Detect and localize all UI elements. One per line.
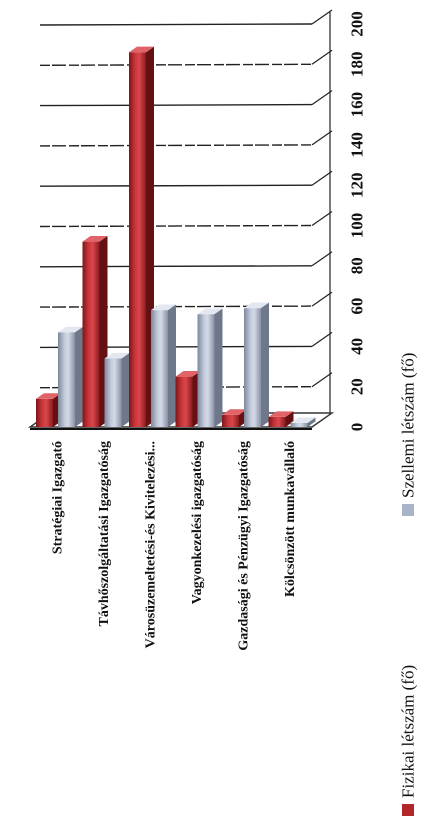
tick-label: 100 <box>348 213 367 239</box>
legend: Fizikai létszám (fő) Szellemi létszám (fő… <box>399 353 418 816</box>
grid-line-depth <box>311 49 333 65</box>
bar-top <box>197 308 223 315</box>
bar <box>58 332 75 427</box>
bar-top <box>104 352 130 359</box>
bar-top <box>290 417 316 423</box>
grid-line-depth <box>311 372 333 388</box>
grid-line <box>39 265 313 268</box>
legend-swatch <box>402 504 414 516</box>
grid-line-depth <box>311 211 333 226</box>
grid-line-depth <box>311 251 333 267</box>
tick-label: 40 <box>348 338 367 355</box>
category-label: Vagyonkezelési igazgatóság <box>190 441 205 604</box>
tick-label: 160 <box>348 92 367 118</box>
bar <box>82 241 100 427</box>
grid-line-depth <box>311 291 333 307</box>
legend-swatch <box>402 804 414 816</box>
tick-label: 60 <box>348 298 367 315</box>
tick-label: 200 <box>348 11 367 37</box>
bar-top <box>129 46 154 53</box>
bar-side <box>75 326 83 427</box>
category-label: Stratégiai Igazgató <box>51 441 66 554</box>
grid-line-depth <box>311 170 333 186</box>
grid-line-depth <box>311 130 333 146</box>
category-label: Városüzemeltetési-és Kivitelezési... <box>144 441 159 648</box>
legend-label: Szellemi létszám (fő) <box>399 353 418 498</box>
bar <box>244 308 261 427</box>
category-label: Gazdasági és Pénzügyi Igazgatóság <box>237 441 252 651</box>
grid-line <box>39 63 313 66</box>
grid-line-depth <box>311 331 333 347</box>
grid-line <box>39 103 313 107</box>
grid-line <box>39 224 313 228</box>
grid-line <box>39 23 313 26</box>
tick-label: 120 <box>348 172 367 198</box>
grid-line <box>39 184 313 187</box>
grid-line-depth <box>311 9 333 25</box>
tick-label: 180 <box>348 52 367 78</box>
bar <box>222 414 239 427</box>
category-label: Kölcsönzött munkavállaló <box>283 441 298 597</box>
bar <box>151 310 168 427</box>
grid-line <box>39 144 313 147</box>
bar-top <box>244 302 269 309</box>
bar-side <box>121 352 130 427</box>
category-labels: Stratégiai Igazgató Távhőszolgáltatási Ig… <box>51 441 299 651</box>
category-label: Távhőszolgáltatási Igazgatóság <box>97 441 112 627</box>
bar-top <box>58 326 83 333</box>
bar-side <box>261 302 269 427</box>
legend-label: Fizikai létszám (fő) <box>399 665 418 798</box>
grid-line-depth <box>311 90 333 106</box>
value-axis-ticks: 0 20 40 60 80 100 120 140 160 180 200 <box>348 11 367 431</box>
bar-side <box>285 411 294 427</box>
tick-label: 80 <box>348 257 367 274</box>
bar <box>104 358 122 427</box>
bar-side <box>168 304 176 427</box>
bar-top <box>151 304 176 311</box>
bars <box>36 46 316 428</box>
tick-label: 140 <box>348 132 367 158</box>
bar <box>290 422 308 427</box>
bar-side <box>214 308 223 427</box>
bar <box>36 398 53 427</box>
bar <box>197 314 215 427</box>
bar <box>175 376 193 427</box>
bar-side <box>307 417 316 427</box>
bar-top <box>36 393 61 399</box>
tick-label: 0 <box>348 423 367 432</box>
bar <box>129 52 146 428</box>
bar-top <box>268 411 294 417</box>
bar-top <box>175 371 201 377</box>
bar-top <box>222 409 247 415</box>
bar <box>268 416 286 427</box>
bar-top <box>82 236 108 242</box>
tick-label: 20 <box>348 378 367 395</box>
